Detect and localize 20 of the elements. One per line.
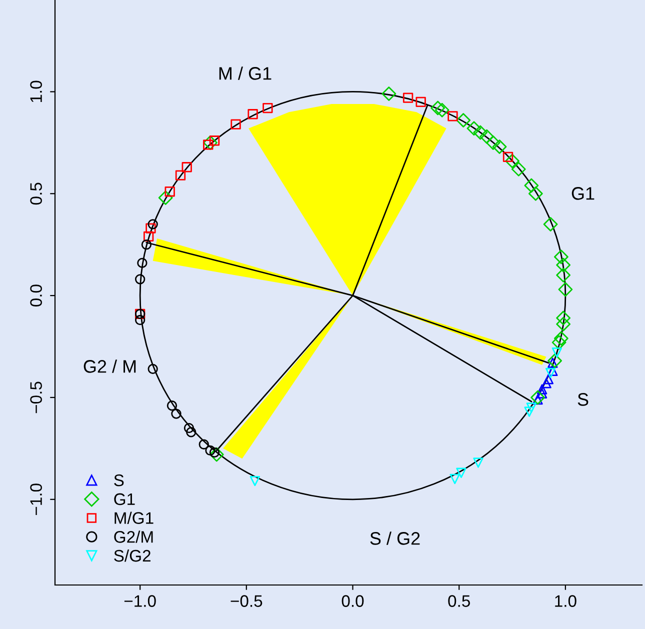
y-tick-label: 0.0 [30, 284, 42, 306]
y-tick-label: 0.5 [30, 182, 42, 205]
legend-label: G1 [114, 493, 135, 506]
annotation: G1 [572, 187, 594, 200]
x-tick-label: 1.0 [555, 595, 576, 607]
annotation: S [578, 393, 588, 406]
annotation: M / G1 [219, 66, 272, 80]
annotation: S / G2 [370, 532, 420, 545]
y-tick-label: 1.0 [30, 80, 42, 102]
x-tick-label: −0.5 [230, 595, 262, 607]
legend-label: S/G2 [114, 549, 150, 562]
y-tick-label: −1.0 [30, 484, 42, 516]
x-tick-label: 0.5 [448, 595, 470, 607]
annotation: G2 / M [84, 360, 136, 373]
x-tick-label: −1.0 [124, 595, 156, 607]
legend-label: M/G1 [114, 512, 154, 524]
legend-label: G2/M [114, 530, 153, 543]
y-tick-label: −0.5 [30, 382, 42, 414]
x-tick-label: 0.0 [342, 595, 364, 607]
legend-label: S [114, 474, 124, 486]
